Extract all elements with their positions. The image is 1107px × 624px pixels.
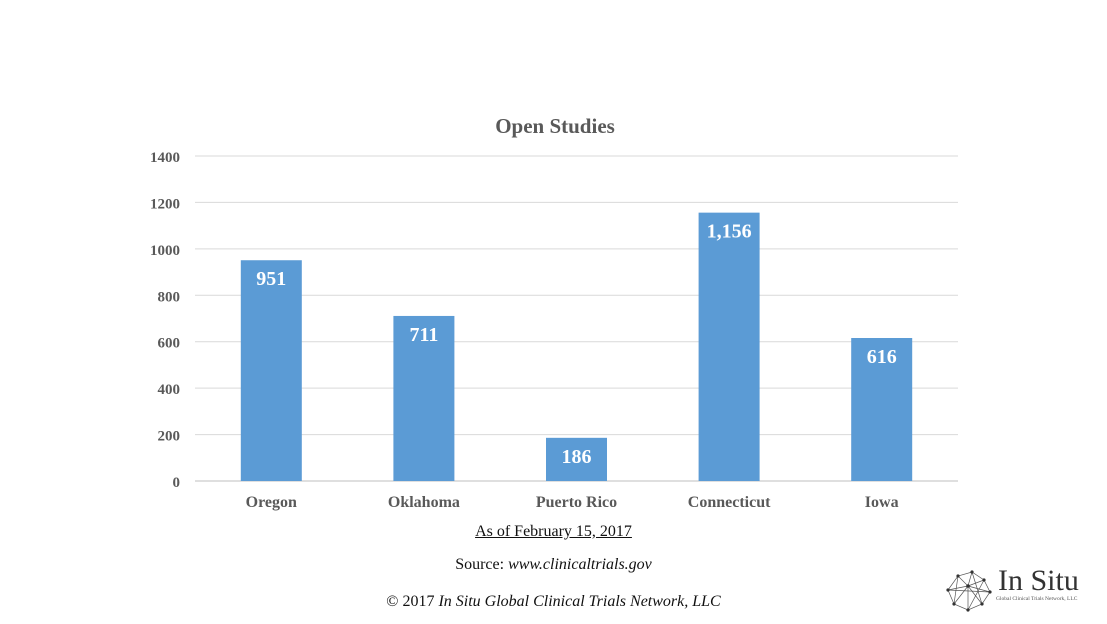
data-label: 1,156 — [707, 221, 752, 243]
copyright-prefix: © 2017 — [386, 593, 439, 610]
y-axis: 0 200 400 600 800 1000 1200 1400 — [150, 150, 180, 491]
data-label: 711 — [409, 324, 438, 346]
x-tick-label: Iowa — [865, 494, 899, 511]
bar-chart: Open Studies 0 200 400 600 800 1000 1200 1400 9… — [150, 114, 958, 511]
data-label: 616 — [867, 346, 897, 368]
logo-wordmark: In Situ — [998, 564, 1079, 597]
source-line: Source: www.clinicaltrials.gov — [0, 556, 1107, 574]
y-tick-label: 200 — [158, 429, 181, 445]
gridlines — [195, 155, 958, 482]
data-label: 186 — [562, 446, 592, 468]
x-tick-label: Connecticut — [688, 494, 771, 511]
chart-title: Open Studies — [495, 114, 615, 138]
bar-oregon — [240, 260, 302, 481]
data-label: 951 — [256, 268, 286, 290]
bar-iowa — [851, 338, 913, 481]
y-tick-label: 1400 — [150, 150, 180, 166]
y-tick-label: 800 — [158, 289, 181, 305]
bars: 951 711 186 1,156 616 — [240, 212, 913, 481]
y-tick-label: 0 — [173, 475, 181, 491]
x-axis: Oregon Oklahoma Puerto Rico Connecticut Iowa — [246, 494, 899, 511]
bar-connecticut — [698, 212, 760, 481]
y-tick-label: 400 — [158, 382, 181, 398]
network-globe-icon — [946, 570, 992, 612]
bar-puerto-rico — [546, 437, 607, 481]
y-tick-label: 1000 — [150, 243, 180, 259]
as-of-date: As of February 15, 2017 — [475, 523, 632, 540]
x-tick-label: Oregon — [246, 494, 297, 511]
y-tick-label: 600 — [158, 336, 181, 352]
source-url: www.clinicaltrials.gov — [508, 556, 652, 573]
source-label: Source: — [455, 556, 509, 573]
y-tick-label: 1200 — [150, 196, 180, 212]
copyright-line: © 2017 In Situ Global Clinical Trials Ne… — [0, 593, 1107, 611]
copyright-org: In Situ Global Clinical Trials Network, … — [438, 593, 721, 610]
x-tick-label: Puerto Rico — [536, 494, 617, 511]
logo-tagline: Global Clinical Trials Network, LLC — [996, 596, 1078, 602]
bar-oklahoma — [393, 315, 455, 481]
x-tick-label: Oklahoma — [388, 494, 460, 511]
